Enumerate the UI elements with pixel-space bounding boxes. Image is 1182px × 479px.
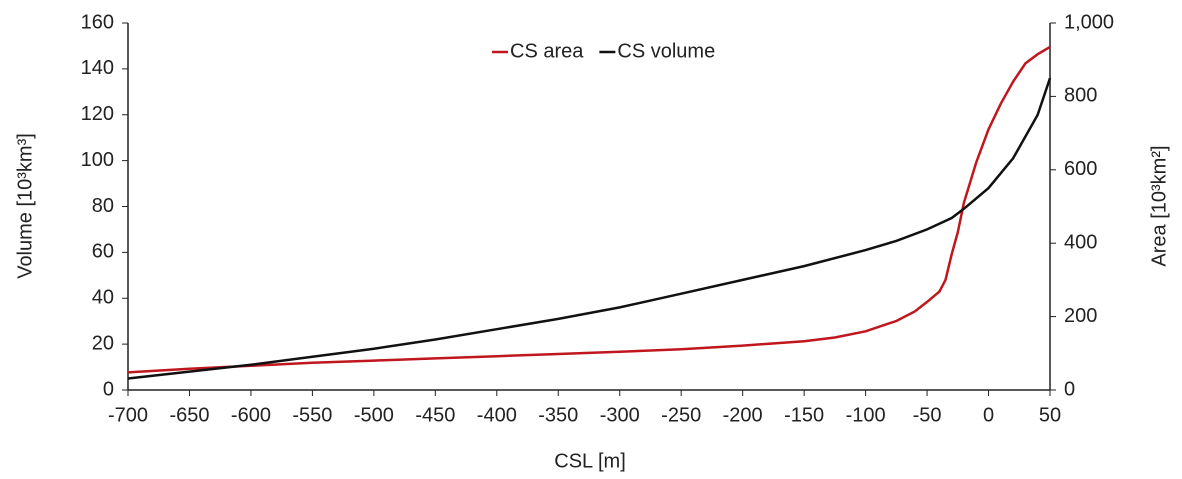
y2-tick-label: 800 — [1064, 85, 1097, 107]
legend-label: CS area — [510, 40, 584, 62]
x-tick-label: -300 — [600, 404, 640, 426]
y2-tick-label: 400 — [1064, 231, 1097, 253]
x-tick-label: 0 — [983, 404, 994, 426]
y-tick-label: 80 — [92, 195, 114, 217]
x-tick-label: -250 — [661, 404, 701, 426]
x-tick-label: -50 — [913, 404, 942, 426]
y-tick-label: 160 — [81, 11, 114, 33]
y-axis-label: Volume [10³km³] — [14, 133, 36, 279]
y-tick-label: 100 — [81, 149, 114, 171]
x-tick-label: -650 — [169, 404, 209, 426]
x-tick-label: -150 — [784, 404, 824, 426]
y-tick-label: 20 — [92, 332, 114, 354]
y2-tick-label: 1,000 — [1064, 11, 1114, 33]
x-axis-label: CSL [m] — [554, 450, 626, 472]
legend-label: CS volume — [617, 40, 715, 62]
line-series — [127, 77, 1052, 380]
x-tick-label: -400 — [477, 404, 517, 426]
y-tick-label: 0 — [103, 378, 114, 400]
x-tick-label: 50 — [1039, 404, 1061, 426]
x-tick-label: -200 — [723, 404, 763, 426]
y2-tick-label: 0 — [1064, 378, 1075, 400]
y2-axis-label: Area [10³km²] — [1148, 145, 1170, 266]
y2-tick-label: 200 — [1064, 305, 1097, 327]
x-tick-label: -350 — [538, 404, 578, 426]
x-tick-label: -550 — [292, 404, 332, 426]
x-tick-label: -450 — [415, 404, 455, 426]
line-series — [127, 45, 1051, 374]
x-tick-label: -600 — [231, 404, 271, 426]
y-tick-label: 60 — [92, 241, 114, 263]
y-tick-label: 140 — [81, 57, 114, 79]
x-tick-label: -100 — [846, 404, 886, 426]
y-tick-label: 120 — [81, 103, 114, 125]
y2-tick-label: 600 — [1064, 158, 1097, 180]
x-tick-label: -500 — [354, 404, 394, 426]
x-tick-label: -700 — [108, 404, 148, 426]
y-tick-label: 40 — [92, 287, 114, 309]
